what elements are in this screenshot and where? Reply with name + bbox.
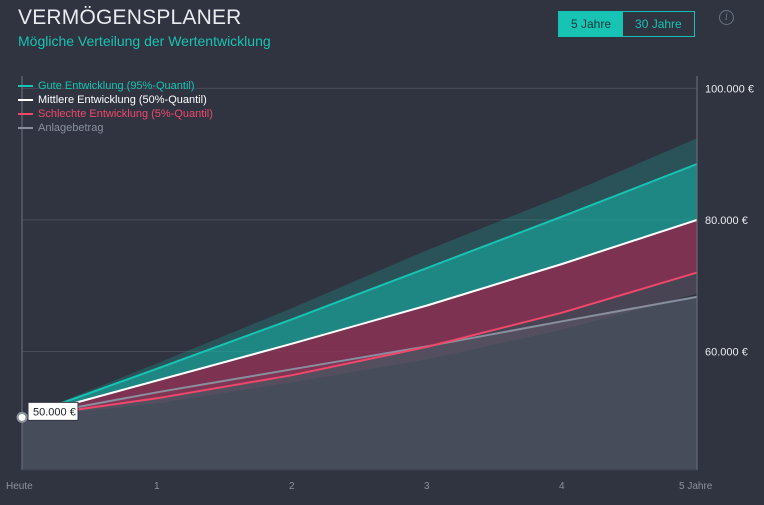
x-tick-label-3: 3: [424, 481, 430, 492]
x-tick-label-2: 2: [289, 481, 295, 492]
series-line-median: [21, 218, 698, 419]
legend-label-bad: Schlechte Entwicklung (5%-Quantil): [38, 108, 213, 120]
legend-swatch-bad: [18, 113, 33, 115]
start-point-marker: [16, 411, 28, 423]
legend-item-invested[interactable]: Anlagebetrag: [18, 121, 213, 135]
y-tick-label-0: 60.000 €: [705, 347, 748, 359]
chart-legend: Gute Entwicklung (95%-Quantil) Mittlere …: [18, 79, 213, 135]
x-tick-label-1: 1: [154, 481, 160, 492]
legend-item-bad[interactable]: Schlechte Entwicklung (5%-Quantil): [18, 107, 213, 121]
x-tick-label-5: 5 Jahre: [679, 481, 713, 492]
page-title: VERMÖGENSPLANER: [18, 6, 242, 29]
legend-item-good[interactable]: Gute Entwicklung (95%-Quantil): [18, 79, 213, 93]
toggle-30-years-button[interactable]: 30 Jahre: [635, 17, 682, 31]
invested-area: [22, 296, 697, 470]
y-tick-label-1: 80.000 €: [705, 215, 748, 227]
legend-item-median[interactable]: Mittlere Entwicklung (50%-Quantil): [18, 93, 213, 107]
legend-label-good: Gute Entwicklung (95%-Quantil): [38, 80, 195, 92]
y-tick-label-2: 100.000 €: [705, 83, 754, 95]
period-toggle: 5 Jahre 30 Jahre: [558, 11, 695, 37]
x-tick-label-0: Heute: [6, 481, 33, 492]
toggle-5-years-button[interactable]: 5 Jahre: [559, 12, 624, 36]
series-line-good: [21, 163, 698, 419]
start-value-label: 50.000 €: [33, 406, 76, 418]
series-line-bad: [21, 271, 698, 419]
legend-swatch-median: [18, 99, 33, 101]
page-subtitle: Mögliche Verteilung der Wertentwicklung: [18, 33, 271, 49]
legend-label-median: Mittlere Entwicklung (50%-Quantil): [38, 94, 207, 106]
x-tick-label-4: 4: [559, 481, 565, 492]
start-value-label-box: [27, 401, 79, 421]
legend-label-invested: Anlagebetrag: [38, 122, 104, 134]
series-line-invested: [21, 295, 698, 419]
legend-swatch-good: [18, 85, 33, 87]
legend-swatch-invested: [18, 127, 33, 129]
info-icon[interactable]: i: [719, 10, 734, 25]
